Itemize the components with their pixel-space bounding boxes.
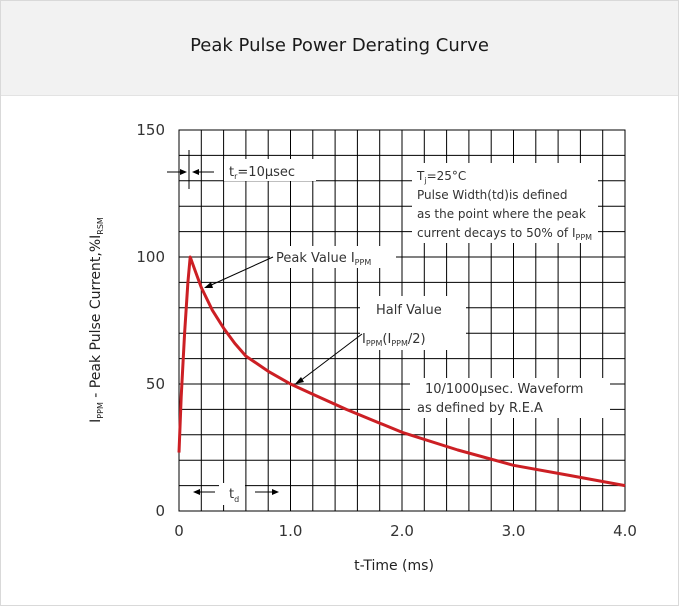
conditions-line4: current decays to 50% of IPPM <box>417 226 592 242</box>
half-arrow-shaft <box>299 333 363 382</box>
half-value-line2: IPPM(IPPM/2) <box>362 332 426 348</box>
x-axis-label: t-Time (ms) <box>354 558 434 574</box>
y-axis-label: IPPM - Peak Pulse Current,%IRSM <box>88 217 105 423</box>
y-tick-label: 50 <box>146 375 165 393</box>
peak-label-bg <box>270 246 396 268</box>
half-arrow-head <box>295 377 304 384</box>
td-arrow-right-head <box>272 489 279 495</box>
current-waveform-line <box>177 255 626 488</box>
td-arrow-left-head <box>193 489 200 495</box>
tr-arrow-left-head <box>180 169 187 175</box>
x-tick-label: 4.0 <box>613 522 637 540</box>
td-label-bg <box>219 483 245 505</box>
conditions-line1: Tj=25°C <box>416 169 466 185</box>
y-tick-label: 100 <box>136 248 165 266</box>
half-value-line1: Half Value <box>376 303 442 318</box>
waveform-line1: 10/1000μsec. Waveform <box>425 382 583 397</box>
tr-arrow-right-head <box>192 169 199 175</box>
conditions-line3: as the point where the peak <box>417 207 586 221</box>
tr-label-bg <box>224 159 316 181</box>
x-tick-label: 0 <box>174 522 184 540</box>
waveform-bg <box>410 378 610 418</box>
tr-label: tr=10μsec <box>229 165 295 181</box>
y-tick-label: 0 <box>155 502 165 520</box>
td-label: td <box>229 487 239 504</box>
half-label-bg <box>360 296 466 350</box>
x-tick-label: 1.0 <box>279 522 303 540</box>
axis-ticks: 0 1.0 2.0 3.0 4.0 0 50 100 150 <box>136 121 637 540</box>
plot-frame <box>178 129 626 512</box>
card-header: Peak Pulse Power Derating Curve <box>1 1 678 96</box>
conditions-bg <box>412 163 598 243</box>
x-tick-label: 2.0 <box>390 522 414 540</box>
chart-title: Peak Pulse Power Derating Curve <box>190 35 489 56</box>
peak-value-label: Peak Value IPPM <box>276 251 371 267</box>
y-tick-label: 150 <box>136 121 165 139</box>
peak-arrow-shaft <box>208 256 274 287</box>
peak-arrow-head <box>204 282 213 288</box>
conditions-line2: Pulse Width(td)is defined <box>417 188 568 202</box>
x-tick-label: 3.0 <box>502 522 526 540</box>
waveform-line2: as defined by R.E.A <box>417 401 543 416</box>
